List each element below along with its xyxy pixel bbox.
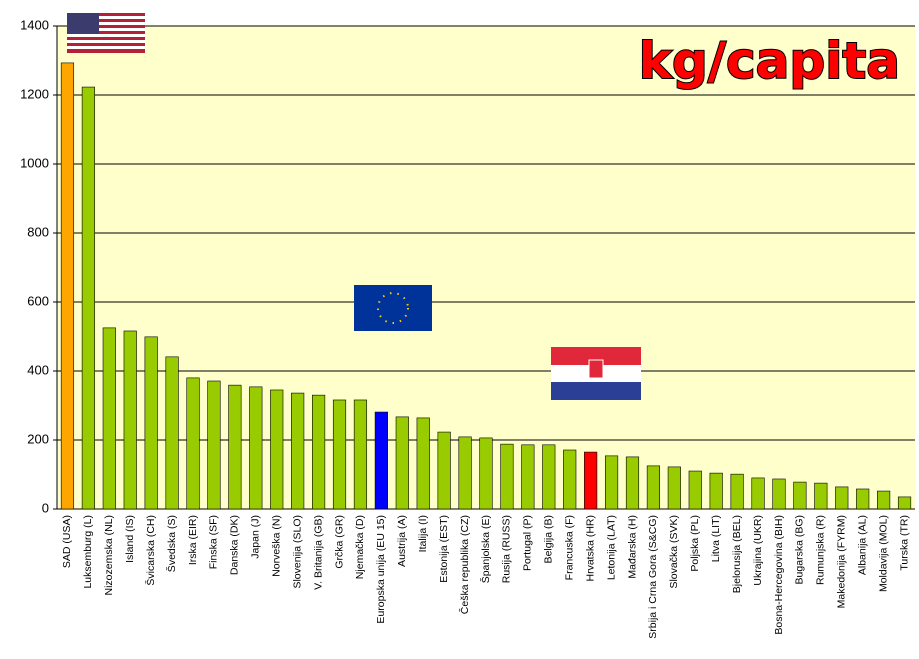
chart-title: kg/capita xyxy=(639,32,900,90)
bar xyxy=(102,327,116,510)
bar xyxy=(500,443,514,510)
bar xyxy=(772,478,786,510)
bar xyxy=(835,486,849,510)
grid xyxy=(53,25,915,510)
x-tick-label: Bugarska (BG) xyxy=(794,515,806,584)
x-tick-label: Slovačka (SVK) xyxy=(668,515,680,589)
x-tick-label: Slovenija (SLO) xyxy=(291,515,303,589)
bar xyxy=(249,386,263,510)
x-tick-label: Makedonija (FYRM) xyxy=(836,515,848,608)
bar xyxy=(458,436,472,510)
bar xyxy=(730,473,744,510)
bar xyxy=(81,86,95,510)
x-tick-label: Belgija (B) xyxy=(543,515,555,563)
y-tick-label: 1000 xyxy=(20,155,49,170)
bar xyxy=(186,377,200,510)
x-tick-label: Finska (SF) xyxy=(208,515,220,569)
x-tick-label: Letonija (LAT) xyxy=(605,515,617,580)
bar xyxy=(437,431,451,510)
y-tick-label: 200 xyxy=(27,431,49,446)
y-tick-label: 1400 xyxy=(20,17,49,32)
bar xyxy=(793,481,807,510)
x-tick-label: Turska (TR) xyxy=(898,515,910,571)
x-tick-label: Albanija (AL) xyxy=(856,515,868,575)
eu-flag xyxy=(354,285,432,331)
bar xyxy=(207,380,221,510)
x-tick-label: Irska (EIR) xyxy=(187,515,199,565)
y-tick-label: 600 xyxy=(27,293,49,308)
croatia-flag xyxy=(551,347,641,400)
bar xyxy=(374,411,388,510)
x-tick-label: Švedska (S) xyxy=(165,515,178,572)
y-tick-label: 400 xyxy=(27,362,49,377)
bar xyxy=(877,490,891,510)
x-tick-label: Island (IS) xyxy=(124,515,136,563)
bar xyxy=(521,444,535,510)
x-tick-label: Moldavija (MOL) xyxy=(877,515,889,592)
bar xyxy=(270,389,284,510)
bar xyxy=(856,488,870,510)
bar xyxy=(814,482,828,510)
x-tick-label: Španjolska (E) xyxy=(479,515,492,583)
x-tick-label: SAD (USA) xyxy=(61,515,73,568)
bar xyxy=(416,417,430,510)
bar xyxy=(353,399,368,510)
usa-flag xyxy=(67,13,145,53)
bar xyxy=(291,392,305,510)
bar xyxy=(563,449,577,510)
bar xyxy=(688,470,702,510)
bar xyxy=(646,465,660,510)
x-tick-label: Njemačka (D) xyxy=(354,515,366,579)
x-tick-label: Češka republika (CZ) xyxy=(458,515,471,614)
bar xyxy=(144,336,158,510)
bar xyxy=(312,394,326,510)
y-tick-label: 1200 xyxy=(20,86,49,101)
bar xyxy=(667,466,681,510)
x-tick-label: Poljska (PL) xyxy=(689,515,701,572)
x-tick-label: Danska (DK) xyxy=(229,515,241,575)
x-tick-label: Srbija i Crna Gora (S&CG) xyxy=(647,515,659,639)
bars xyxy=(60,62,912,510)
x-tick-label: Hrvatska (HR) xyxy=(584,515,596,582)
bar xyxy=(625,456,640,510)
bar xyxy=(228,384,242,510)
y-tick-label: 0 xyxy=(42,500,49,515)
bar xyxy=(751,477,765,510)
bar xyxy=(479,437,493,510)
x-tick-label: V. Britanija (GB) xyxy=(312,515,324,590)
x-tick-label: Norveška (N) xyxy=(271,515,283,577)
x-tick-label: Francuska (F) xyxy=(563,515,575,580)
bar xyxy=(332,399,347,510)
x-tick-label: Rumunjska (R) xyxy=(815,515,827,585)
bar xyxy=(395,416,409,510)
x-tick-label: Italija (I) xyxy=(417,515,429,552)
plot-area xyxy=(57,26,915,509)
x-tick-label: Japan (J) xyxy=(250,515,262,559)
bar xyxy=(542,444,556,510)
x-tick-label: Švicarska (CH) xyxy=(144,515,157,586)
x-tick-label: Litva (LIT) xyxy=(710,515,722,562)
bar xyxy=(584,451,598,510)
bar xyxy=(709,472,723,510)
x-tick-label: Bosna-Hercegovina (BIH) xyxy=(773,515,785,635)
x-tick-label: Portugal (P) xyxy=(522,515,534,571)
x-tick-label: Mađarska (H) xyxy=(626,515,638,579)
x-tick-label: Luksemburg (L) xyxy=(82,515,94,589)
x-tick-label: Nizozemska (NL) xyxy=(103,515,115,596)
x-tick-label: Austrija (A) xyxy=(396,515,408,567)
bar xyxy=(165,356,179,510)
x-tick-label: Grčka (GR) xyxy=(333,515,345,569)
y-tick-label: 800 xyxy=(27,224,49,239)
bar xyxy=(897,496,912,510)
bar xyxy=(604,455,619,510)
bar xyxy=(123,330,137,510)
x-tick-label: Europska unija (EU 15) xyxy=(375,515,387,624)
x-tick-label: Rusija (RUSS) xyxy=(501,515,513,583)
x-tick-label: Bjelorusija (BEL) xyxy=(731,515,743,593)
bar xyxy=(60,62,75,510)
x-tick-label: Ukrajina (UKR) xyxy=(752,515,764,586)
x-tick-label: Estonija (EST) xyxy=(438,515,450,583)
